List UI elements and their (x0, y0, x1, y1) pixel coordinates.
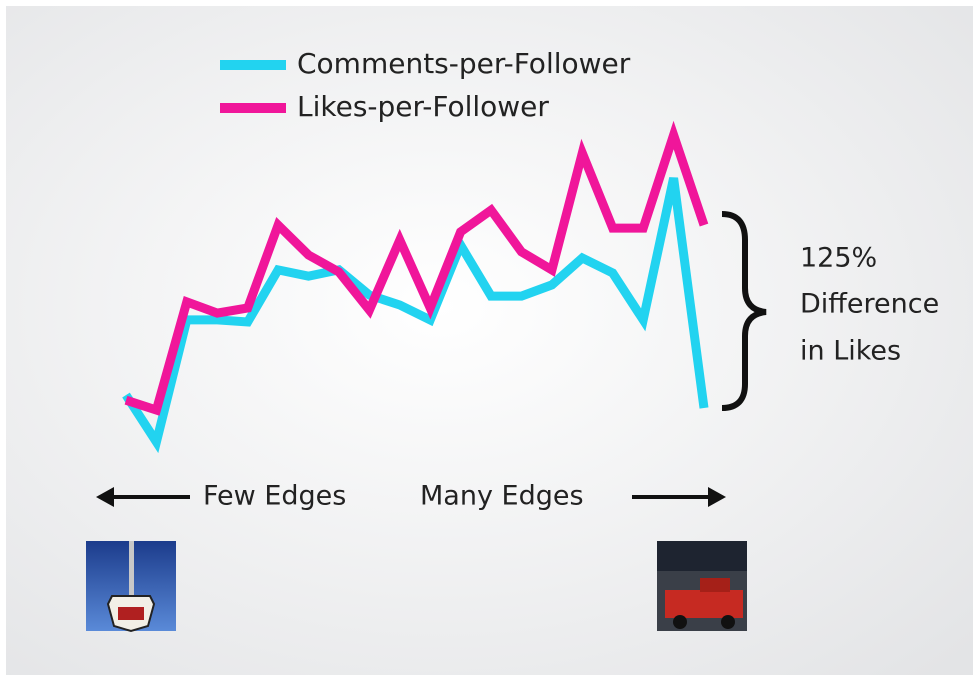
line-series (124, 120, 709, 416)
legend: Comments-per-Follower Likes-per-Follower (220, 47, 631, 123)
plot-area (122, 120, 709, 454)
axis-note: Many Edges (420, 481, 584, 512)
right-image (657, 541, 747, 631)
right-arrow (632, 487, 726, 507)
legend-label: Likes-per-Follower (297, 90, 549, 123)
legend-label: Comments-per-Follower (297, 47, 631, 80)
annotation: 125% (800, 243, 877, 274)
left-image (86, 541, 176, 633)
annotation: in Likes (800, 336, 901, 367)
left-arrow (96, 487, 190, 507)
annotation: Difference (800, 289, 939, 320)
axis-note: Few Edges (203, 481, 346, 512)
line-series (122, 177, 709, 454)
brace (721, 211, 767, 411)
